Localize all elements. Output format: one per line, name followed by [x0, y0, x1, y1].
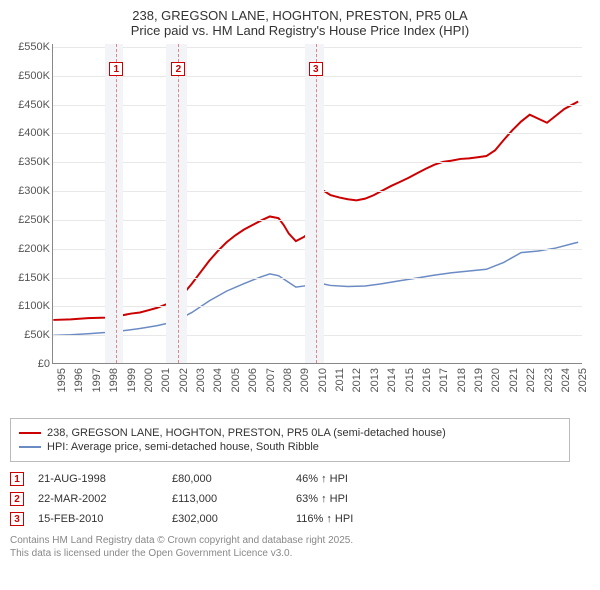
x-tick-label: 2008 [282, 368, 294, 392]
sale-price: £80,000 [172, 473, 282, 485]
x-tick-label: 1998 [108, 368, 120, 392]
x-tick-label: 1996 [73, 368, 85, 392]
y-tick-label: £100K [18, 300, 50, 312]
x-tick-label: 2012 [351, 368, 363, 392]
chart-subtitle: Price paid vs. HM Land Registry's House … [10, 23, 590, 38]
sale-number-box: 1 [10, 472, 24, 486]
x-tick-label: 2017 [438, 368, 450, 392]
x-tick-label: 1999 [126, 368, 138, 392]
sale-marker-line [116, 44, 117, 363]
legend-swatch [19, 432, 41, 434]
x-axis: 1995 1996 1997 1998 1999 2000 2001 2002 2003 2004… [52, 364, 582, 414]
plot-area: 1 2 3 [52, 44, 582, 364]
chart-area: £0 £50K £100K £150K £200K £250K £300K £350K £400… [10, 44, 590, 414]
x-tick-label: 2015 [404, 368, 416, 392]
legend: 238, GREGSON LANE, HOGHTON, PRESTON, PR5… [10, 418, 570, 462]
y-tick-label: £200K [18, 243, 50, 255]
y-tick-label: £400K [18, 127, 50, 139]
x-tick-label: 2001 [160, 368, 172, 392]
x-tick-label: 2010 [317, 368, 329, 392]
x-tick-label: 2004 [212, 368, 224, 392]
sale-date: 15-FEB-2010 [38, 513, 158, 525]
sale-number-box: 2 [10, 492, 24, 506]
x-tick-label: 2009 [299, 368, 311, 392]
footer-line: This data is licensed under the Open Gov… [10, 547, 570, 560]
chart-container: 238, GREGSON LANE, HOGHTON, PRESTON, PR5… [0, 0, 600, 568]
sale-marker-box: 3 [309, 62, 323, 76]
x-tick-label: 2014 [386, 368, 398, 392]
x-tick-label: 2025 [577, 368, 589, 392]
y-tick-label: £500K [18, 70, 50, 82]
x-tick-label: 2024 [560, 368, 572, 392]
legend-item: HPI: Average price, semi-detached house,… [19, 441, 561, 453]
sale-pct: 46% ↑ HPI [296, 473, 348, 485]
sales-table: 1 21-AUG-1998 £80,000 46% ↑ HPI 2 22-MAR-2002… [10, 472, 570, 526]
footer-line: Contains HM Land Registry data © Crown c… [10, 534, 570, 547]
sale-pct: 63% ↑ HPI [296, 493, 348, 505]
y-tick-label: £450K [18, 99, 50, 111]
legend-item: 238, GREGSON LANE, HOGHTON, PRESTON, PR5… [19, 427, 561, 439]
highlight-band [305, 44, 324, 363]
y-tick-label: £150K [18, 272, 50, 284]
sale-row: 2 22-MAR-2002 £113,000 63% ↑ HPI [10, 492, 570, 506]
sale-marker-box: 2 [171, 62, 185, 76]
sale-price: £302,000 [172, 513, 282, 525]
y-tick-label: £50K [24, 329, 50, 341]
sale-pct: 116% ↑ HPI [296, 513, 353, 525]
sale-row: 3 15-FEB-2010 £302,000 116% ↑ HPI [10, 512, 570, 526]
y-tick-label: £300K [18, 185, 50, 197]
x-tick-label: 2011 [334, 368, 346, 392]
sale-row: 1 21-AUG-1998 £80,000 46% ↑ HPI [10, 472, 570, 486]
chart-title: 238, GREGSON LANE, HOGHTON, PRESTON, PR5… [10, 8, 590, 23]
y-tick-label: £0 [38, 358, 50, 370]
x-tick-label: 2013 [369, 368, 381, 392]
y-tick-label: £350K [18, 156, 50, 168]
x-tick-label: 2000 [143, 368, 155, 392]
footer-attribution: Contains HM Land Registry data © Crown c… [10, 534, 570, 560]
sale-date: 22-MAR-2002 [38, 493, 158, 505]
y-tick-label: £550K [18, 41, 50, 53]
x-tick-label: 2022 [525, 368, 537, 392]
sale-price: £113,000 [172, 493, 282, 505]
x-tick-label: 2016 [421, 368, 433, 392]
x-tick-label: 2003 [195, 368, 207, 392]
sale-marker-line [316, 44, 317, 363]
sale-number-box: 3 [10, 512, 24, 526]
highlight-band [166, 44, 187, 363]
sale-marker-box: 1 [109, 62, 123, 76]
x-tick-label: 2019 [473, 368, 485, 392]
x-tick-label: 2005 [230, 368, 242, 392]
x-tick-label: 2018 [456, 368, 468, 392]
highlight-band [105, 44, 122, 363]
x-tick-label: 2006 [247, 368, 259, 392]
x-tick-label: 2023 [543, 368, 555, 392]
y-axis: £0£50K£100K£150K£200K£250K£300K£350K£400… [10, 44, 52, 364]
legend-label: HPI: Average price, semi-detached house,… [47, 441, 319, 453]
x-tick-label: 2007 [265, 368, 277, 392]
x-tick-label: 1997 [91, 368, 103, 392]
legend-label: 238, GREGSON LANE, HOGHTON, PRESTON, PR5… [47, 427, 446, 439]
y-tick-label: £250K [18, 214, 50, 226]
legend-swatch [19, 446, 41, 448]
sale-date: 21-AUG-1998 [38, 473, 158, 485]
x-tick-label: 2020 [490, 368, 502, 392]
x-tick-label: 2002 [178, 368, 190, 392]
x-tick-label: 1995 [56, 368, 68, 392]
sale-marker-line [178, 44, 179, 363]
x-tick-label: 2021 [508, 368, 520, 392]
